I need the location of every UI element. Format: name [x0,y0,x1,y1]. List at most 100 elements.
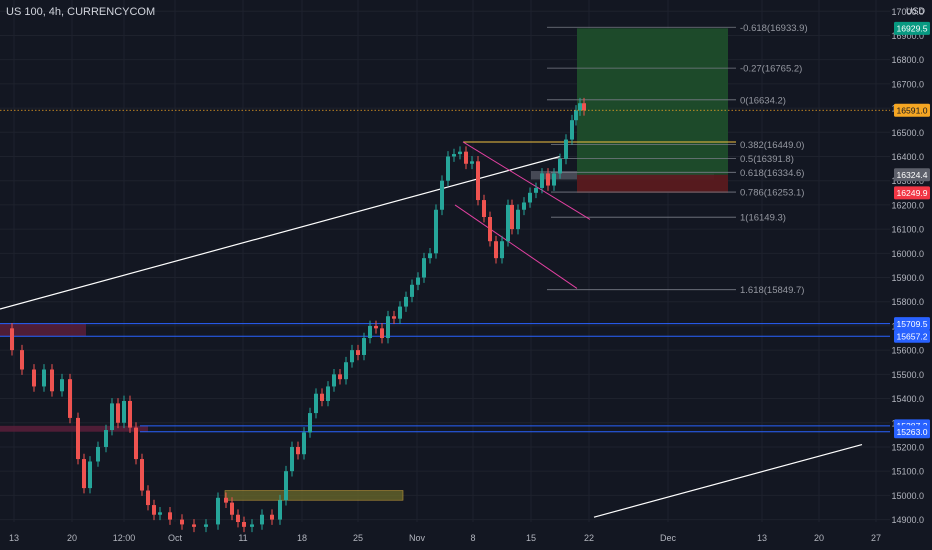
price-tag-label: 15709.5 [896,319,927,329]
candle-body [416,277,420,285]
candle-body [10,328,14,351]
fib-level-label: 0.382(16449.0) [740,140,804,151]
candle [428,247,432,264]
candle [564,134,568,165]
candle [230,497,234,521]
candle [476,156,480,206]
y-tick-label: 15000.0 [891,491,924,501]
x-tick-label: Oct [168,533,183,543]
candle-body [362,338,366,355]
candle [440,175,444,216]
y-tick-label: 16400.0 [891,152,924,162]
x-tick-label: 25 [353,533,363,543]
candle [338,369,342,385]
candle-body [578,103,582,111]
x-tick-label: Nov [409,533,426,543]
candle-body [386,316,390,339]
candle [386,310,390,344]
candle [516,204,520,235]
candle [356,344,360,361]
y-tick-label: 14900.0 [891,515,924,525]
candle [296,441,300,460]
candle [546,168,550,191]
candle-body [332,374,336,387]
candle [574,105,578,126]
price-tag-bg [894,103,930,117]
candle [570,114,574,145]
candle-body [482,200,486,218]
candle [344,356,348,385]
y-tick-label: 15100.0 [891,467,924,477]
candle-body [270,514,274,520]
x-tick-label: Dec [660,533,677,543]
candle-body [134,427,138,460]
candle-body [464,151,468,164]
price-tag-bg [894,168,930,182]
candle-body [570,120,574,140]
candle-body [470,161,474,164]
candle [578,97,582,116]
candle [128,395,132,433]
candle-body [224,497,228,503]
y-tick-label: 16800.0 [891,55,924,65]
fib-level-label: 0.5(16391.8) [740,154,794,165]
candle [434,204,438,259]
candle [374,320,378,334]
candle [204,519,208,533]
x-tick-label: 8 [470,533,475,543]
candle-body [82,459,86,489]
candle-body [158,512,162,515]
price-tag-bg [894,329,930,343]
price-tag-bg [894,21,930,35]
candle [216,492,220,530]
candle-body [458,151,462,155]
candle-body [88,461,92,489]
candle [116,398,120,429]
candle-body [242,522,246,527]
candle-body [116,403,120,423]
price-tag-bg [894,425,930,439]
y-tick-label: 15400.0 [891,394,924,404]
candle-body [380,328,384,339]
candle [488,211,492,247]
candle-body [528,192,532,203]
candle [158,506,162,521]
price-tag-label: 16591.0 [896,106,927,116]
candle [110,398,114,436]
candle-body [398,306,402,319]
candle [528,187,532,208]
fib-level-label: -0.618(16933.9) [740,23,808,34]
candle [250,519,254,533]
y-tick-label: 16000.0 [891,249,924,259]
candle-body [510,204,514,230]
candle [380,323,384,344]
y-tick-label: 16900.0 [891,31,924,41]
x-tick-label: 13 [9,533,19,543]
candle-body [230,502,234,515]
candle [410,279,414,303]
candle [326,381,330,407]
y-tick-label: 16100.0 [891,225,924,235]
candle-body [260,514,264,525]
stop-zone [577,174,728,193]
candle-body [546,173,550,186]
candle [446,151,450,187]
candle-body [152,505,156,515]
candle-body [374,325,378,329]
x-tick-label: 13 [757,533,767,543]
candle [284,465,288,506]
candle-body [494,241,498,259]
candle [104,424,108,453]
candle-body [180,519,184,525]
candle [192,519,196,533]
candle [242,516,246,533]
candle [32,364,36,392]
candle [558,153,562,179]
candle-body [290,446,294,472]
candle-body [350,350,354,363]
candle [482,194,486,223]
candle [404,291,408,312]
candle [362,332,366,361]
candle [224,492,228,508]
